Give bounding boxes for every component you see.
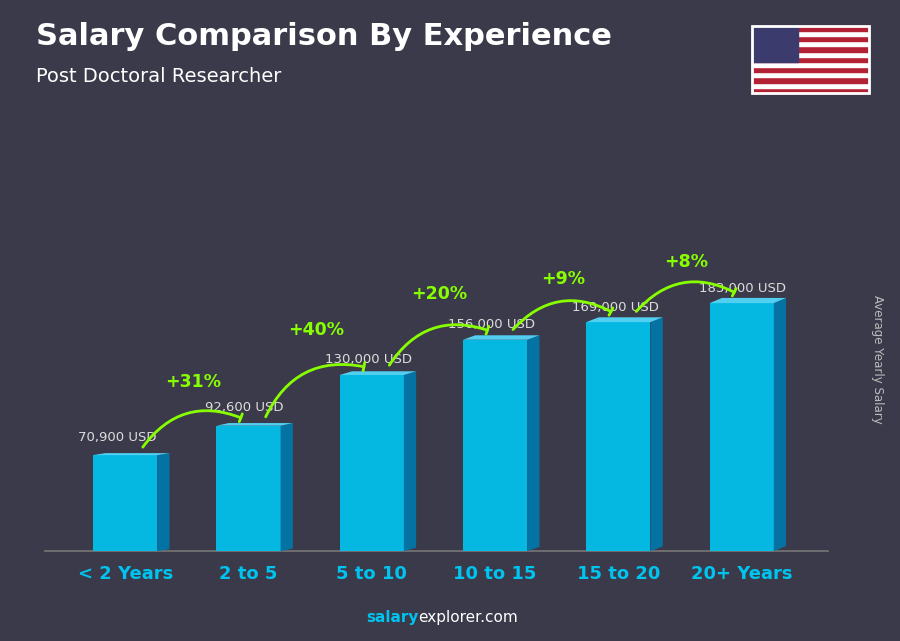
Polygon shape — [158, 453, 169, 551]
Polygon shape — [709, 298, 786, 303]
Text: +8%: +8% — [664, 253, 708, 271]
Text: 130,000 USD: 130,000 USD — [325, 353, 412, 365]
Polygon shape — [774, 298, 786, 551]
FancyBboxPatch shape — [586, 322, 651, 551]
Polygon shape — [281, 423, 292, 551]
Text: +9%: +9% — [541, 269, 585, 288]
Text: +20%: +20% — [411, 285, 468, 303]
Bar — [752, 56, 868, 62]
Polygon shape — [586, 317, 662, 322]
Bar — [752, 26, 798, 62]
Text: +31%: +31% — [165, 373, 221, 391]
FancyBboxPatch shape — [463, 340, 527, 551]
Polygon shape — [527, 335, 539, 551]
FancyBboxPatch shape — [216, 426, 281, 551]
FancyBboxPatch shape — [709, 303, 774, 551]
Bar — [752, 46, 868, 51]
Text: explorer.com: explorer.com — [418, 610, 518, 625]
Polygon shape — [404, 371, 416, 551]
Bar — [752, 72, 868, 78]
Polygon shape — [651, 317, 662, 551]
Bar — [752, 36, 868, 41]
Polygon shape — [463, 335, 539, 340]
Bar — [752, 67, 868, 72]
Text: 70,900 USD: 70,900 USD — [78, 431, 157, 444]
Text: Average Yearly Salary: Average Yearly Salary — [871, 295, 884, 423]
Text: Post Doctoral Researcher: Post Doctoral Researcher — [36, 67, 282, 87]
FancyBboxPatch shape — [339, 375, 404, 551]
Text: 92,600 USD: 92,600 USD — [205, 401, 284, 414]
Bar — [752, 51, 868, 56]
Text: salary: salary — [366, 610, 418, 625]
Bar — [752, 31, 868, 36]
Bar — [752, 83, 868, 88]
Bar — [752, 88, 868, 93]
Bar — [752, 78, 868, 83]
Polygon shape — [339, 371, 416, 375]
Text: +40%: +40% — [288, 321, 345, 339]
Bar — [752, 26, 868, 31]
Bar — [752, 62, 868, 67]
Polygon shape — [93, 453, 169, 455]
Text: 156,000 USD: 156,000 USD — [448, 318, 536, 331]
Text: 183,000 USD: 183,000 USD — [698, 282, 786, 296]
FancyBboxPatch shape — [93, 455, 158, 551]
Bar — [752, 41, 868, 46]
Text: Salary Comparison By Experience: Salary Comparison By Experience — [36, 22, 612, 51]
Text: 169,000 USD: 169,000 USD — [572, 301, 659, 314]
Polygon shape — [216, 423, 292, 426]
